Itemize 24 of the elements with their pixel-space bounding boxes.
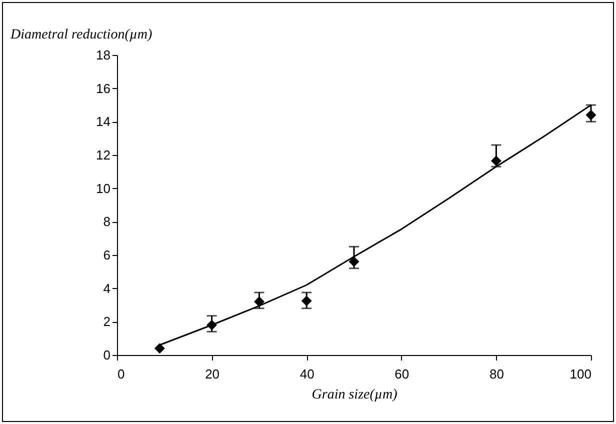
point (254, 296, 264, 307)
point (154, 343, 165, 354)
y-tick-label: 0 (103, 348, 110, 362)
point (348, 256, 360, 267)
y-tick-label: 2 (103, 314, 110, 330)
y-tick-label: 4 (103, 280, 110, 296)
y-tick-label: 16 (96, 80, 110, 96)
point (586, 110, 596, 120)
point (490, 156, 502, 166)
y-axis-title: Diametral reduction(µm) (10, 28, 153, 42)
y-tick-label: 14 (96, 114, 110, 130)
x-tick-label: 20 (205, 366, 220, 382)
x-axis-title: Grain size(µm) (312, 388, 398, 402)
y-tick-label: 18 (96, 48, 110, 62)
x-tick-label: 40 (300, 366, 314, 382)
y-tick-label: 8 (103, 214, 110, 230)
y-tick-label: 10 (96, 180, 110, 196)
x-tick-label: 60 (394, 366, 410, 382)
x-tick-label: 100 (570, 366, 592, 382)
point (301, 296, 312, 306)
x-tick-label: 0 (118, 366, 125, 382)
y-tick-label: 6 (103, 248, 110, 262)
x-tick-label: 80 (489, 366, 504, 382)
y-tick-label: 12 (96, 148, 110, 162)
